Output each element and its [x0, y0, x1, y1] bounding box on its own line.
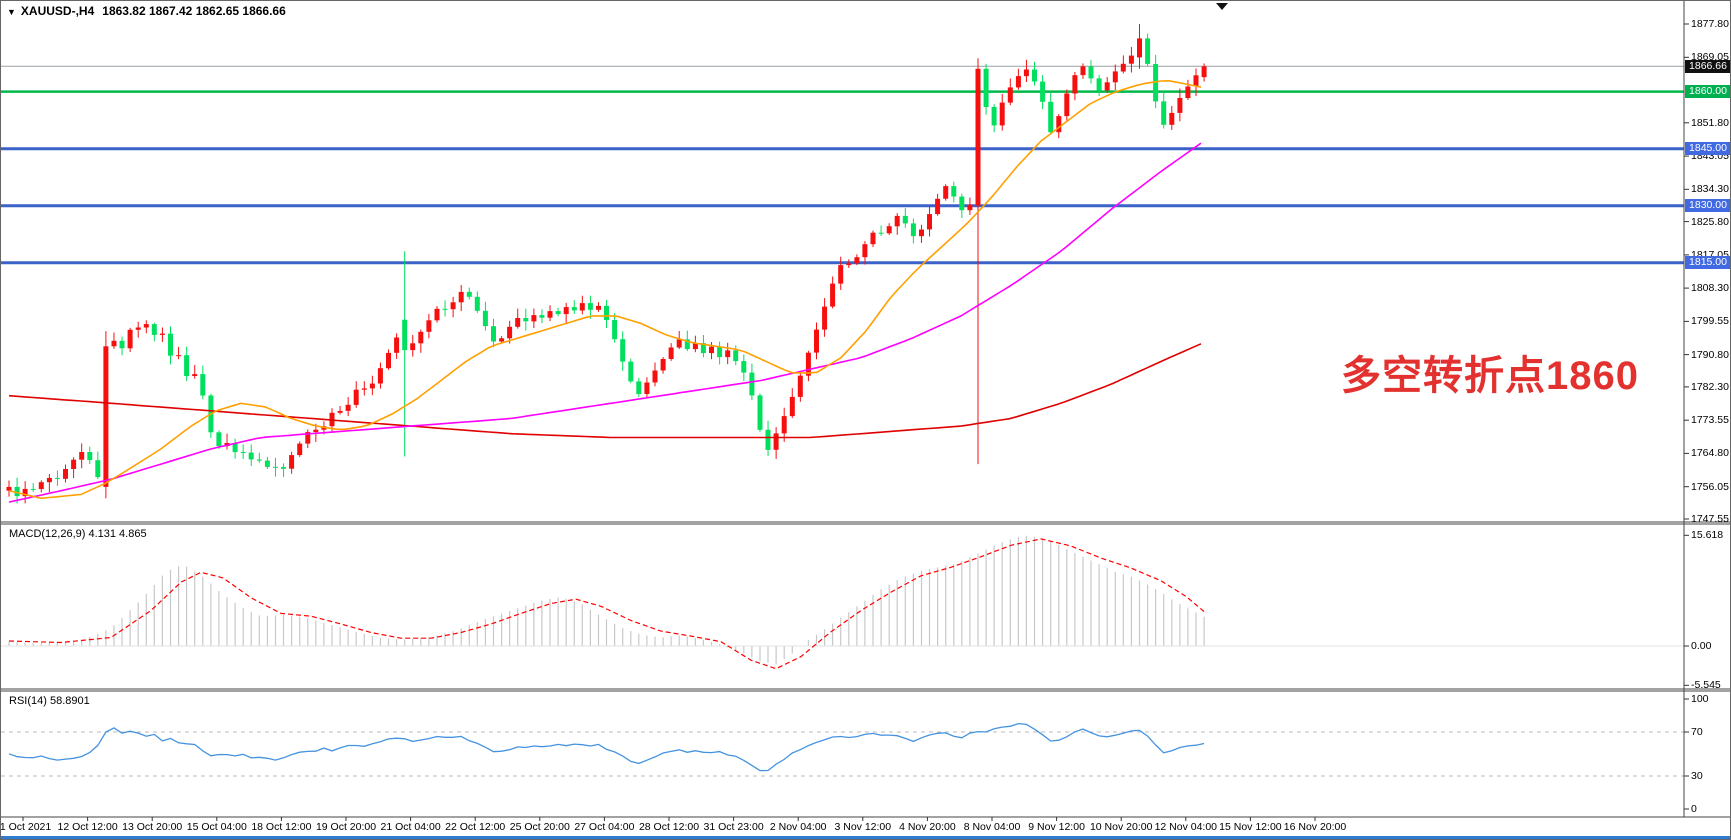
time-axis-label[interactable]: 28 Oct 12:00 — [638, 821, 700, 833]
time-axis-label[interactable]: 15 Nov 12:00 — [1219, 821, 1282, 833]
rsi-axis-tick[interactable]: 70 — [1691, 726, 1703, 738]
time-axis-label[interactable]: 21 Oct 04:00 — [380, 821, 441, 833]
macd-axis-tick[interactable]: 0.00 — [1691, 640, 1712, 652]
time-axis-label[interactable]: 31 Oct 23:00 — [703, 821, 764, 833]
price-axis-tick[interactable]: 1756.05 — [1691, 480, 1729, 493]
time-axis-label[interactable]: 22 Oct 12:00 — [445, 821, 506, 833]
time-axis-label[interactable]: 8 Nov 04:00 — [963, 821, 1021, 833]
price-axis-tick[interactable]: 1747.55 — [1691, 513, 1729, 525]
macd-axis-tick[interactable]: -5.545 — [1691, 679, 1721, 692]
price-level-badge: 1845.00 — [1685, 142, 1730, 156]
time-axis-label[interactable]: 19 Oct 20:00 — [315, 821, 377, 833]
symbol-dropdown-icon[interactable]: ▼ — [7, 7, 16, 17]
rsi-axis-tick[interactable]: 0 — [1691, 803, 1697, 815]
time-axis-label[interactable]: 9 Nov 12:00 — [1028, 821, 1085, 833]
time-axis-label[interactable]: 2 Nov 04:00 — [769, 821, 827, 833]
price-axis-tick[interactable]: 1851.80 — [1691, 116, 1729, 129]
annotation-text[interactable]: 多空转折点1860 — [1341, 354, 1639, 398]
chart-shift-marker-icon[interactable] — [1216, 3, 1228, 10]
time-axis-label[interactable]: 4 Nov 20:00 — [899, 821, 956, 833]
symbol-period-label: XAUUSD-,H4 — [20, 4, 95, 18]
price-axis-tick[interactable]: 1790.80 — [1691, 348, 1729, 361]
price-axis-tick[interactable]: 1799.55 — [1691, 315, 1729, 328]
time-axis-label[interactable]: 16 Nov 20:00 — [1283, 821, 1347, 833]
price-level-badge: 1866.66 — [1685, 59, 1730, 73]
time-axis-label[interactable]: 18 Oct 12:00 — [251, 821, 312, 833]
time-axis-label[interactable]: 11 Oct 2021 — [0, 821, 52, 833]
time-axis-label[interactable]: 3 Nov 12:00 — [834, 821, 892, 833]
rsi-axis-tick[interactable]: 100 — [1691, 693, 1709, 705]
price-axis-tick[interactable]: 1782.30 — [1691, 380, 1729, 393]
time-axis-label[interactable]: 27 Oct 04:00 — [574, 821, 635, 833]
time-axis-label[interactable]: 13 Oct 20:00 — [122, 821, 183, 833]
price-level-badge: 1860.00 — [1685, 85, 1730, 99]
price-level-badge: 1815.00 — [1685, 256, 1730, 270]
time-axis-label[interactable]: 12 Oct 12:00 — [57, 821, 118, 833]
ohlc-values: 1863.82 1867.42 1862.65 1866.66 — [102, 4, 286, 18]
time-axis-label[interactable]: 12 Nov 04:00 — [1154, 821, 1218, 833]
price-level-badge: 1830.00 — [1685, 199, 1730, 213]
price-axis-tick[interactable]: 1764.80 — [1691, 447, 1729, 460]
time-axis-label[interactable]: 15 Oct 04:00 — [186, 821, 247, 833]
price-axis-tick[interactable]: 1877.80 — [1691, 18, 1729, 30]
time-axis-label[interactable]: 10 Nov 20:00 — [1089, 821, 1153, 833]
chart-title: ▼ XAUUSD-,H4 1863.82 1867.42 1862.65 1866.… — [7, 4, 286, 18]
price-axis-tick[interactable]: 1825.80 — [1691, 215, 1729, 228]
macd-indicator-label: MACD(12,26,9) 4.131 4.865 — [9, 528, 147, 540]
rsi-indicator-label: RSI(14) 58.8901 — [9, 695, 90, 707]
macd-axis-tick[interactable]: 15.618 — [1691, 529, 1724, 542]
price-axis-tick[interactable]: 1773.55 — [1691, 414, 1729, 427]
price-axis-tick[interactable]: 1808.30 — [1691, 282, 1729, 295]
rsi-axis-tick[interactable]: 30 — [1691, 770, 1703, 782]
time-axis-label[interactable]: 25 Oct 20:00 — [509, 821, 570, 833]
window-bottom-edge — [1, 836, 1730, 839]
price-axis-tick[interactable]: 1834.30 — [1691, 183, 1729, 196]
